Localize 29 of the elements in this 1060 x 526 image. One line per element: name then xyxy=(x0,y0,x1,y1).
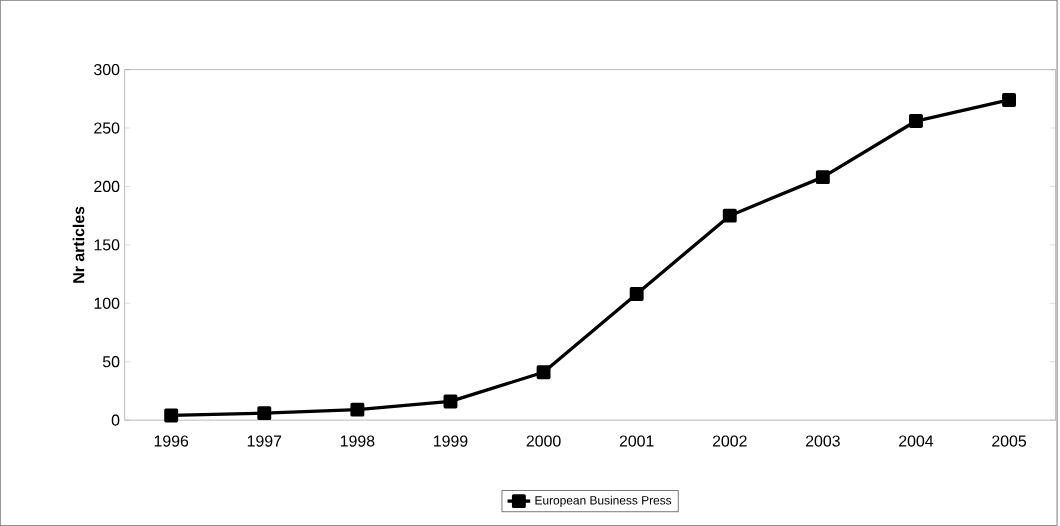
point xyxy=(908,114,923,129)
y-axis-title: Nr articles xyxy=(72,206,85,283)
x-tick-label: 1996 xyxy=(154,435,189,447)
point xyxy=(722,208,737,223)
x-tick-label: 1999 xyxy=(434,435,468,447)
x-tick-label: 1998 xyxy=(340,435,375,447)
x-tick-label: 2000 xyxy=(526,435,561,447)
point xyxy=(1002,93,1016,107)
y-tick-label: 250 xyxy=(94,122,120,134)
x-tick-label: 2004 xyxy=(899,435,934,447)
y-tick-label: 150 xyxy=(94,239,120,251)
y-tick-label: 200 xyxy=(94,180,120,193)
point xyxy=(164,408,179,423)
point xyxy=(815,170,830,185)
point xyxy=(350,402,365,417)
x-tick-label: 2003 xyxy=(805,435,840,447)
legend-label: European Business Press xyxy=(535,495,672,507)
x-tick-label: 1997 xyxy=(247,435,282,447)
y-tick-label: 50 xyxy=(102,356,120,368)
x-tick-label: 2001 xyxy=(619,435,654,447)
y-tick-label: 100 xyxy=(94,297,120,309)
x-tick-label: 2005 xyxy=(992,435,1027,447)
point xyxy=(536,365,551,380)
point xyxy=(629,287,644,301)
y-tick-label: 300 xyxy=(94,64,120,76)
point xyxy=(443,394,458,409)
point xyxy=(257,406,272,421)
y-tick-label: 0 xyxy=(111,414,120,426)
x-tick-label: 2002 xyxy=(712,435,747,447)
